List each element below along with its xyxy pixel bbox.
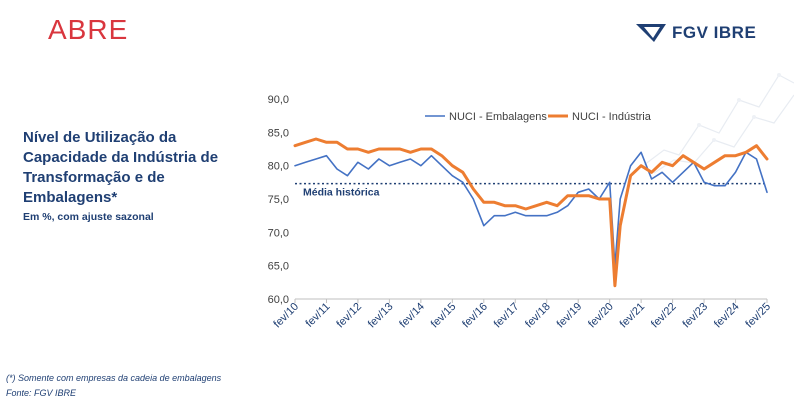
abre-logo-text: ABRE: [48, 14, 128, 44]
footnote: (*) Somente com empresas da cadeia de em…: [6, 373, 222, 383]
y-tick-label: 85,0: [268, 127, 289, 139]
source-note: Fonte: FGV IBRE: [6, 388, 77, 398]
x-tick-label: fev/20: [586, 301, 616, 331]
x-tick-label: fev/13: [366, 301, 396, 331]
legend-label-embalagens: NUCI - Embalagens: [449, 111, 547, 123]
fgv-logo-text: FGV IBRE: [672, 23, 757, 42]
x-tick-label: fev/21: [618, 301, 648, 331]
fgv-ibre-logo: FGV IBRE: [636, 22, 756, 44]
title-block: Nível de Utilização da Capacidade da Ind…: [23, 128, 253, 223]
abre-logo: ABRE: [48, 14, 128, 44]
x-tick-label: fev/16: [460, 301, 490, 331]
fgv-mark-icon: [636, 24, 666, 42]
y-tick-label: 90,0: [268, 94, 289, 106]
x-tick-label: fev/14: [397, 301, 427, 331]
y-tick-label: 70,0: [268, 227, 289, 239]
y-tick-label: 80,0: [268, 161, 289, 173]
legend-label-industria: NUCI - Indústria: [572, 111, 652, 123]
x-tick-label: fev/22: [649, 301, 679, 331]
media-historica-label: Média histórica: [303, 187, 380, 199]
y-tick-label: 60,0: [268, 294, 289, 306]
x-tick-label: fev/17: [492, 301, 522, 331]
series-line-industria: [293, 137, 769, 288]
x-tick-label: fev/12: [334, 301, 364, 331]
x-tick-label: fev/18: [523, 301, 553, 331]
x-tick-label: fev/23: [681, 301, 711, 331]
chart-title: Nível de Utilização da Capacidade da Ind…: [23, 129, 219, 206]
x-tick-label: fev/15: [429, 301, 459, 331]
x-tick-label: fev/24: [712, 301, 742, 331]
x-tick-label: fev/11: [303, 301, 332, 330]
y-tick-label: 65,0: [268, 261, 289, 273]
y-tick-label: 75,0: [268, 194, 289, 206]
series-line-embalagens: [294, 151, 768, 267]
x-tick-label: fev/19: [555, 301, 585, 331]
x-tick-label: fev/25: [743, 301, 773, 331]
chart-subtitle: Em %, com ajuste sazonal: [23, 211, 154, 223]
